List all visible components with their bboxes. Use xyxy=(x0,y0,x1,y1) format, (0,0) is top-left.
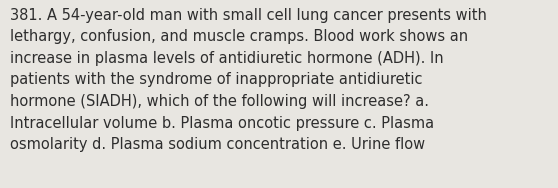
Text: 381. A 54-year-old man with small cell lung cancer presents with
lethargy, confu: 381. A 54-year-old man with small cell l… xyxy=(10,8,487,152)
